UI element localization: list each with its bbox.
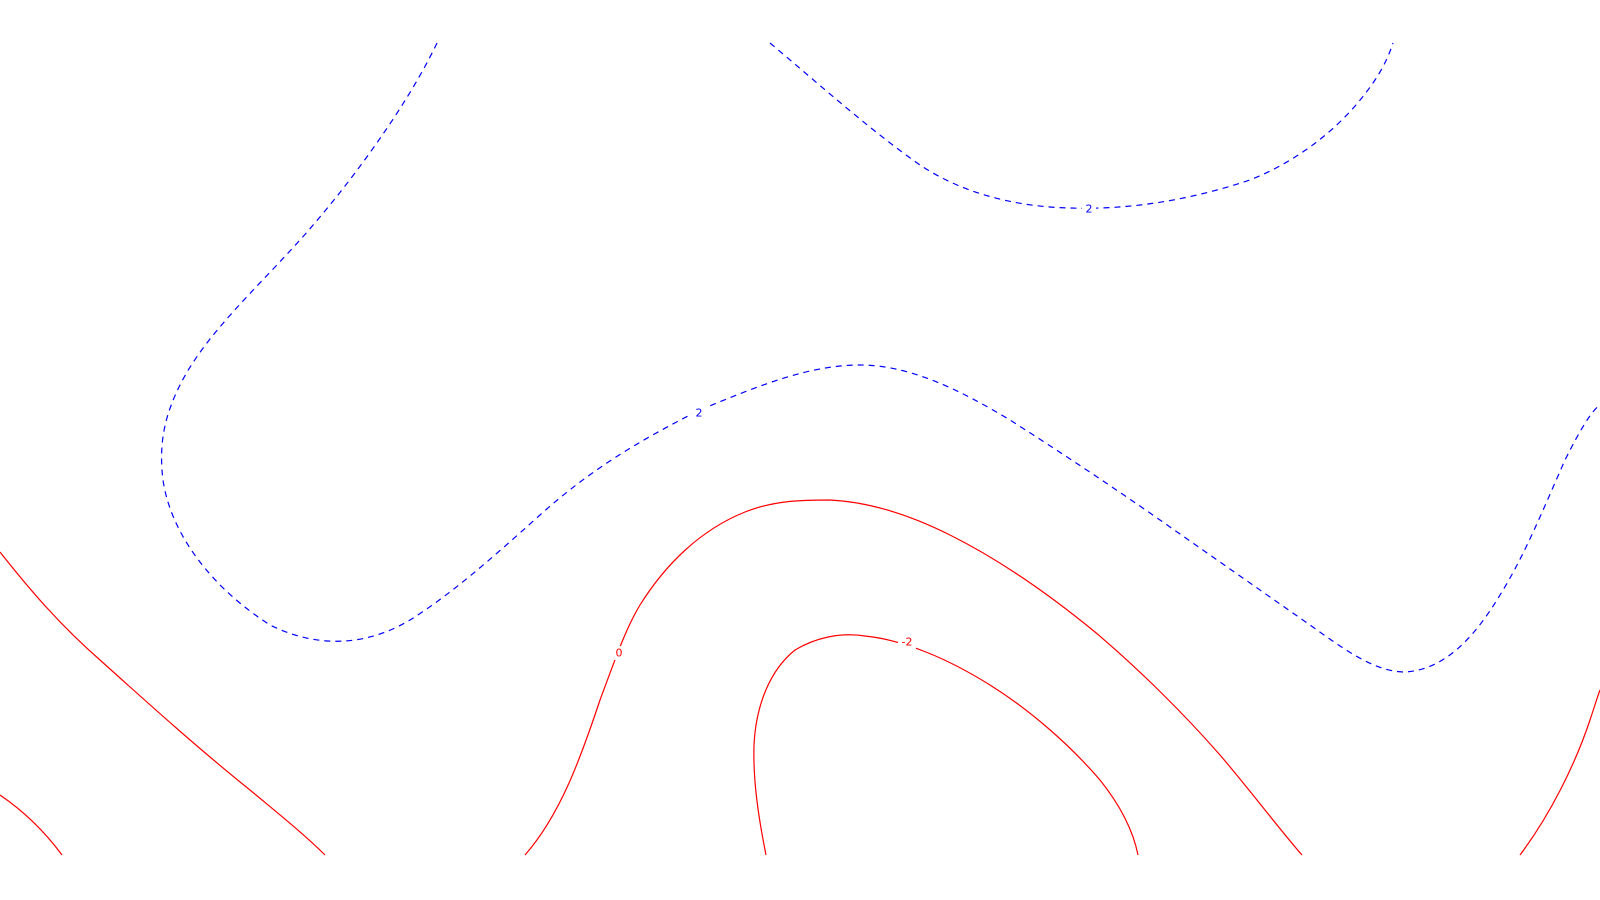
label-background bbox=[692, 406, 706, 420]
contour-line-level-0-left bbox=[0, 551, 326, 856]
label-background bbox=[898, 635, 916, 649]
contour-line-level-0-bottom-left-corner bbox=[0, 794, 63, 856]
contour-line-level-neg2 bbox=[753, 634, 1139, 856]
label-background bbox=[1082, 201, 1096, 215]
contour-line-level-0-right bbox=[1519, 689, 1600, 856]
label-background bbox=[612, 646, 626, 660]
contour-label-0: 0 bbox=[616, 647, 623, 660]
contour-label-2-top: 2 bbox=[1086, 203, 1093, 216]
contour-line-level-0-center bbox=[524, 499, 1303, 856]
contour-label-neg2: -2 bbox=[902, 636, 913, 649]
contour-label-2-middle: 2 bbox=[696, 407, 703, 420]
contour-line-level-2-top-left-cont bbox=[699, 364, 1600, 673]
contour-line-level-2-top-right bbox=[769, 42, 1394, 209]
